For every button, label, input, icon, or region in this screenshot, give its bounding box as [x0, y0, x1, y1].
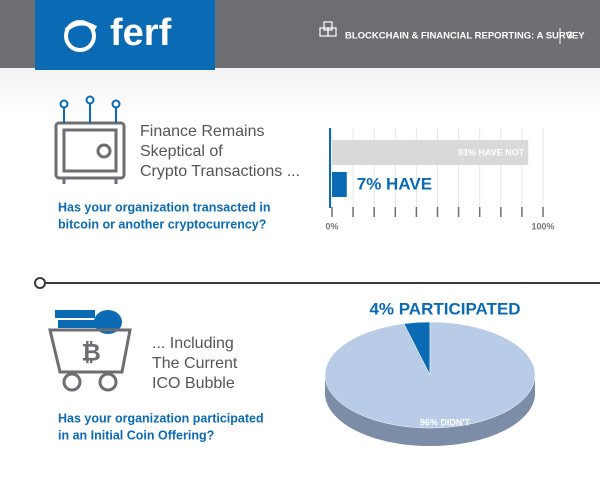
- page-number: 3: [567, 31, 573, 42]
- value-label: 4% PARTICIPATED: [369, 299, 520, 318]
- section-heading: ... Including: [152, 335, 234, 352]
- section-question: in an Initial Coin Offering?: [58, 428, 214, 442]
- svg-text:₿: ₿: [81, 339, 101, 366]
- section-heading: The Current: [152, 355, 238, 372]
- logo-text: ferf: [110, 12, 172, 54]
- divider-dot: [34, 277, 46, 289]
- section-heading: ICO Bubble: [152, 375, 235, 392]
- value-label: 93% HAVE NOT: [458, 147, 525, 157]
- x-tick-label: 0%: [325, 221, 338, 231]
- section-heading: Crypto Transactions ...: [140, 163, 300, 180]
- x-tick-label: 100%: [531, 221, 554, 231]
- bar: [332, 172, 347, 197]
- value-label: 7% HAVE: [357, 174, 432, 193]
- section-question: Has your organization transacted in: [58, 200, 271, 214]
- section-heading: Skeptical of: [140, 143, 223, 160]
- cube-icon: [319, 21, 337, 37]
- pie-slice: [324, 321, 536, 429]
- cart-icon: ₿: [48, 310, 132, 392]
- logo-icon: [64, 20, 98, 52]
- header-title: BLOCKCHAIN & FINANCIAL REPORTING: A SURV…: [345, 31, 585, 42]
- safe-icon: [54, 95, 126, 184]
- value-label: 96% DIDN'T: [420, 417, 471, 427]
- section-question: Has your organization participated: [58, 411, 264, 425]
- section-question: bitcoin or another cryptocurrency?: [58, 217, 266, 231]
- bar: [332, 140, 529, 165]
- section-heading: Finance Remains: [140, 123, 265, 140]
